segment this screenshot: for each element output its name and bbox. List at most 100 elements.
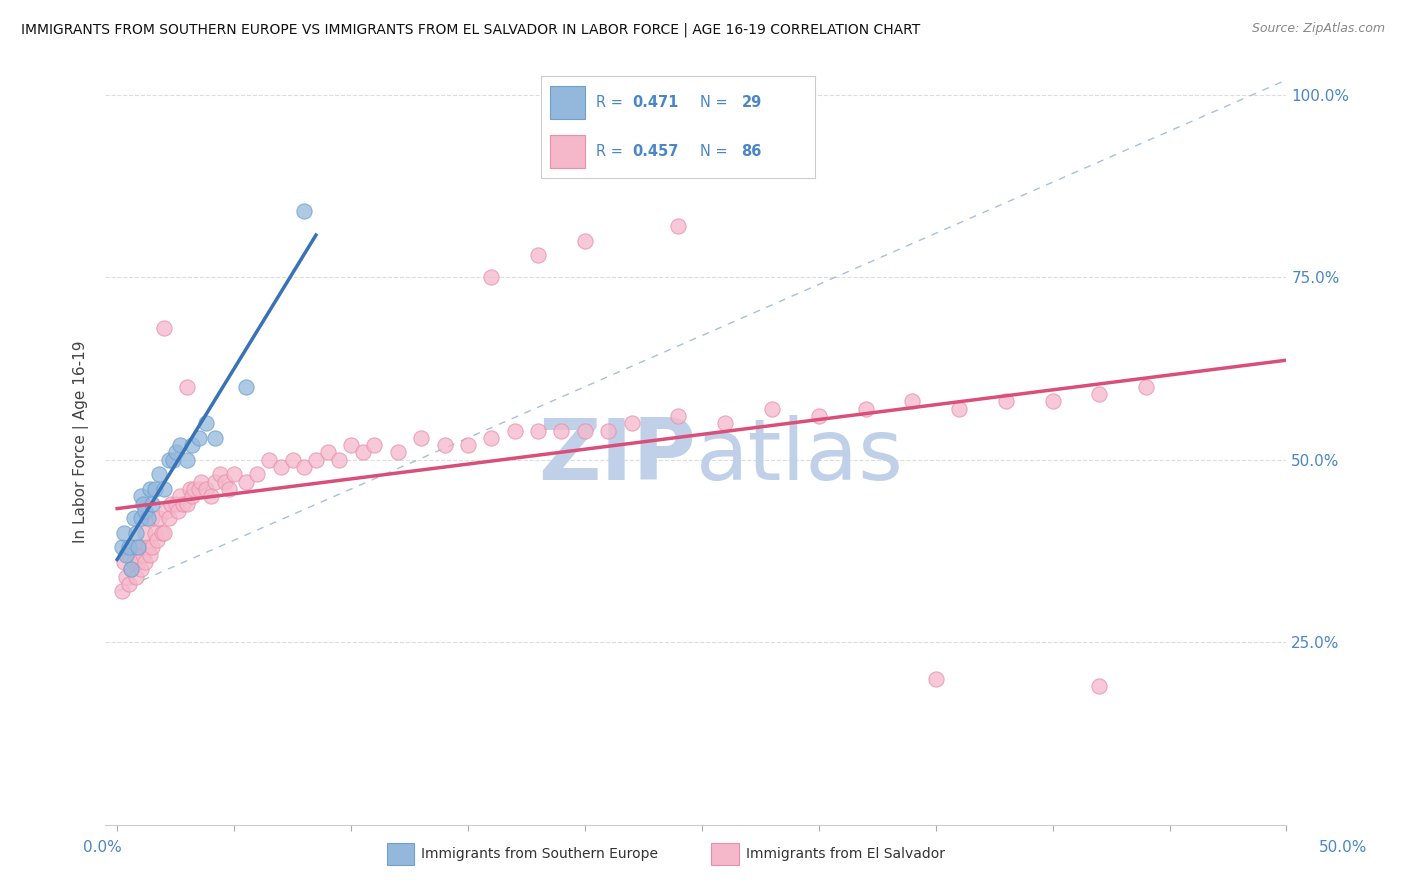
Text: 0.471: 0.471	[631, 95, 678, 110]
Point	[127, 541, 149, 555]
Point	[148, 511, 170, 525]
Point	[328, 452, 350, 467]
Point	[200, 489, 222, 503]
Point	[281, 452, 304, 467]
Point	[118, 541, 141, 555]
Point	[122, 511, 145, 525]
Text: 0.0%: 0.0%	[83, 840, 122, 855]
Point	[190, 475, 212, 489]
Text: 50.0%: 50.0%	[1319, 840, 1367, 855]
Point	[125, 541, 148, 555]
Point	[157, 452, 180, 467]
Point	[387, 445, 409, 459]
Point	[181, 438, 204, 452]
Point	[136, 511, 159, 525]
Point	[129, 511, 152, 525]
Point	[503, 424, 526, 438]
Point	[214, 475, 236, 489]
Point	[141, 511, 163, 525]
Point	[574, 424, 596, 438]
Point	[316, 445, 339, 459]
Point	[169, 438, 191, 452]
Point	[167, 504, 190, 518]
Text: N =: N =	[700, 95, 733, 110]
Point	[127, 555, 149, 569]
Point	[292, 460, 315, 475]
Point	[527, 424, 550, 438]
Point	[139, 548, 162, 562]
Point	[136, 541, 159, 555]
Point	[183, 482, 205, 496]
Point	[162, 452, 184, 467]
Point	[188, 482, 211, 496]
Text: R =: R =	[596, 95, 627, 110]
Text: Immigrants from El Salvador: Immigrants from El Salvador	[747, 847, 945, 861]
Point	[134, 555, 156, 569]
Point	[574, 234, 596, 248]
Point	[176, 452, 198, 467]
Point	[111, 584, 134, 599]
Y-axis label: In Labor Force | Age 16-19: In Labor Force | Age 16-19	[73, 340, 90, 543]
Text: 86: 86	[741, 145, 762, 160]
Point	[155, 504, 177, 518]
Point	[901, 394, 924, 409]
Point	[195, 482, 218, 496]
Point	[924, 672, 946, 686]
Point	[176, 497, 198, 511]
Point	[118, 577, 141, 591]
Point	[714, 417, 737, 431]
Point	[153, 321, 176, 335]
Point	[222, 467, 245, 482]
Point	[270, 460, 292, 475]
Point	[157, 511, 180, 525]
Point	[479, 431, 502, 445]
Text: N =: N =	[700, 145, 733, 160]
Point	[125, 525, 148, 540]
Point	[129, 562, 152, 576]
Point	[235, 475, 257, 489]
Text: R =: R =	[596, 145, 627, 160]
Point	[129, 489, 152, 503]
Text: ZIP: ZIP	[538, 416, 696, 499]
Point	[188, 431, 211, 445]
Point	[111, 541, 134, 555]
Point	[150, 525, 173, 540]
Bar	[550, 87, 585, 119]
Point	[118, 548, 141, 562]
Point	[1135, 380, 1157, 394]
Point	[235, 380, 257, 394]
Point	[948, 401, 970, 416]
Text: 29: 29	[741, 95, 762, 110]
Point	[855, 401, 877, 416]
Point	[807, 409, 830, 423]
Point	[598, 424, 620, 438]
Point	[120, 562, 142, 576]
Point	[457, 438, 479, 452]
Point	[132, 497, 155, 511]
Point	[527, 248, 550, 262]
Point	[120, 562, 142, 576]
Point	[668, 409, 690, 423]
Bar	[387, 843, 413, 865]
Point	[179, 482, 201, 496]
Point	[668, 219, 690, 233]
Point	[143, 482, 166, 496]
Point	[146, 533, 169, 548]
Point	[141, 541, 163, 555]
Point	[620, 417, 643, 431]
Point	[363, 438, 385, 452]
Point	[153, 482, 176, 496]
Text: Immigrants from Southern Europe: Immigrants from Southern Europe	[422, 847, 658, 861]
Point	[169, 489, 191, 503]
Point	[411, 431, 433, 445]
Point	[115, 548, 138, 562]
Point	[181, 489, 204, 503]
Point	[139, 482, 162, 496]
Point	[1088, 387, 1111, 401]
Point	[141, 497, 163, 511]
Text: atlas: atlas	[696, 416, 904, 499]
Point	[204, 431, 226, 445]
Point	[761, 401, 783, 416]
Bar	[550, 136, 585, 168]
Point	[204, 475, 226, 489]
